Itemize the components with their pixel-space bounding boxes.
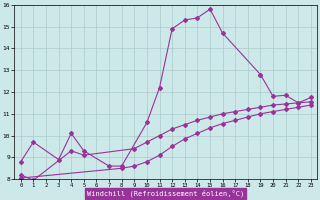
X-axis label: Windchill (Refroidissement éolien,°C): Windchill (Refroidissement éolien,°C) — [87, 190, 244, 197]
